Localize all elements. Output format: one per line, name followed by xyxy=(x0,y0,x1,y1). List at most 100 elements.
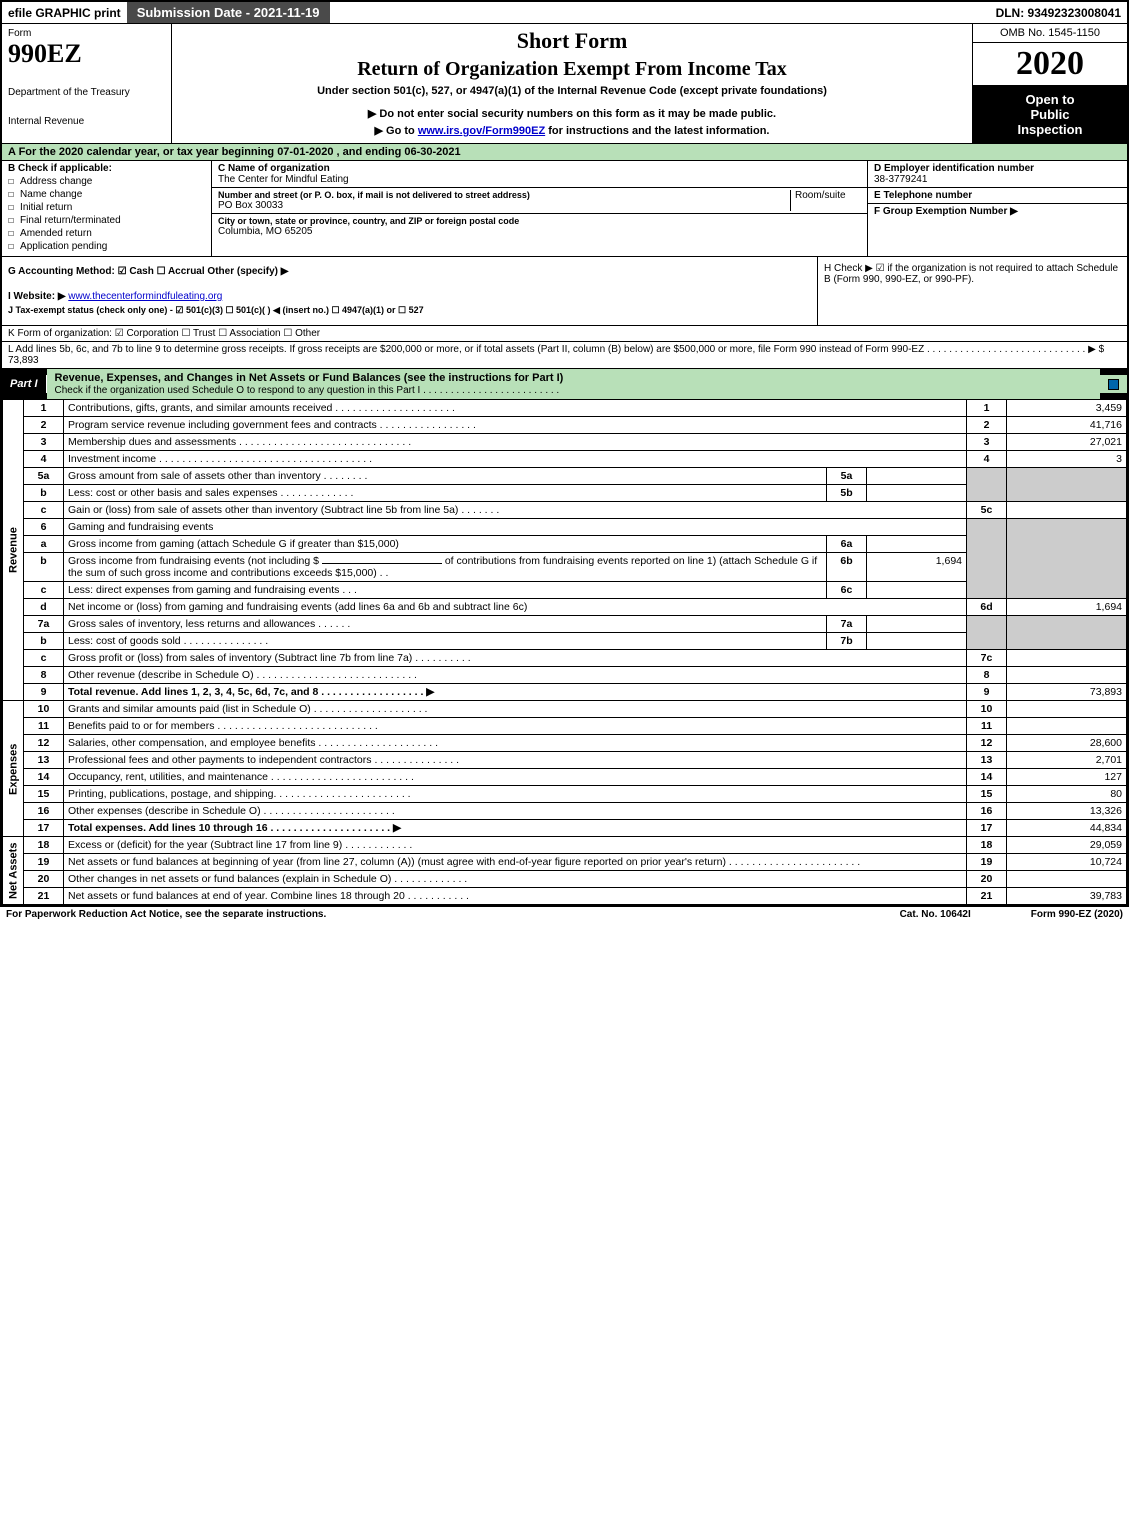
table-row: 7a Gross sales of inventory, less return… xyxy=(3,616,1127,633)
table-row: 15 Printing, publications, postage, and … xyxy=(3,786,1127,803)
checkbox-filled-icon xyxy=(1108,379,1119,390)
table-row: 13 Professional fees and other payments … xyxy=(3,752,1127,769)
address-row: Number and street (or P. O. box, if mail… xyxy=(212,188,867,214)
address-value: PO Box 30033 xyxy=(218,200,786,211)
table-row: a Gross income from gaming (attach Sched… xyxy=(3,536,1127,553)
table-row: b Less: cost or other basis and sales ex… xyxy=(3,485,1127,502)
section-g-left: G Accounting Method: ☑ Cash ☐ Accrual Ot… xyxy=(2,257,817,325)
inspection-line-2: Public xyxy=(977,107,1123,122)
part-1-title: Revenue, Expenses, and Changes in Net As… xyxy=(47,369,1100,399)
chk-application-pending[interactable]: ☐ Application pending xyxy=(8,241,205,252)
city-label: City or town, state or province, country… xyxy=(218,216,861,226)
revenue-side-label: Revenue xyxy=(3,400,24,701)
ssn-notice: ▶ Do not enter social security numbers o… xyxy=(178,107,966,120)
form-page: efile GRAPHIC print Submission Date - 20… xyxy=(0,0,1129,907)
table-row: Revenue 1 Contributions, gifts, grants, … xyxy=(3,400,1127,417)
line-label: 1 xyxy=(967,400,1007,417)
department-label-2: Internal Revenue xyxy=(8,116,165,127)
table-row: 21 Net assets or fund balances at end of… xyxy=(3,888,1127,905)
section-b: B Check if applicable: ☐ Address change … xyxy=(2,161,212,256)
form-header: Form 990EZ Department of the Treasury In… xyxy=(2,24,1127,144)
table-row: 14 Occupancy, rent, utilities, and maint… xyxy=(3,769,1127,786)
table-row: 16 Other expenses (describe in Schedule … xyxy=(3,803,1127,820)
table-row: 3 Membership dues and assessments . . . … xyxy=(3,434,1127,451)
section-k: K Form of organization: ☑ Corporation ☐ … xyxy=(2,326,1127,342)
form-number: 990EZ xyxy=(8,39,165,69)
table-row: 2 Program service revenue including gove… xyxy=(3,417,1127,434)
table-row: 9 Total revenue. Add lines 1, 2, 3, 4, 5… xyxy=(3,684,1127,701)
group-exemption-cell: F Group Exemption Number ▶ xyxy=(868,204,1127,256)
line-desc: Contributions, gifts, grants, and simila… xyxy=(64,400,967,417)
inspection-line-1: Open to xyxy=(977,92,1123,107)
website-line: I Website: ▶ www.thecenterformindfuleati… xyxy=(8,291,811,302)
tax-year: 2020 xyxy=(973,43,1127,85)
inspection-badge: Open to Public Inspection xyxy=(973,85,1127,143)
tax-exempt-status: J Tax-exempt status (check only one) - ☑… xyxy=(8,305,811,316)
table-row: Expenses 10 Grants and similar amounts p… xyxy=(3,701,1127,718)
ein-value: 38-3779241 xyxy=(874,174,1121,185)
table-row: 17 Total expenses. Add lines 10 through … xyxy=(3,820,1127,837)
table-row: 12 Salaries, other compensation, and emp… xyxy=(3,735,1127,752)
table-row: b Gross income from fundraising events (… xyxy=(3,553,1127,582)
website-link[interactable]: www.thecenterformindfuleating.org xyxy=(68,291,222,302)
table-row: 4 Investment income . . . . . . . . . . … xyxy=(3,451,1127,468)
inspection-line-3: Inspection xyxy=(977,122,1123,137)
section-l: L Add lines 5b, 6c, and 7b to line 9 to … xyxy=(2,342,1127,369)
table-row: 19 Net assets or fund balances at beginn… xyxy=(3,854,1127,871)
table-row: d Net income or (loss) from gaming and f… xyxy=(3,599,1127,616)
table-row: c Less: direct expenses from gaming and … xyxy=(3,582,1127,599)
short-form-title: Short Form xyxy=(178,28,966,54)
table-row: 8 Other revenue (describe in Schedule O)… xyxy=(3,667,1127,684)
efile-print-link[interactable]: efile GRAPHIC print xyxy=(2,3,127,23)
section-h: H Check ▶ ☑ if the organization is not r… xyxy=(817,257,1127,325)
irs-link[interactable]: www.irs.gov/Form990EZ xyxy=(418,125,545,137)
line-value: 3,459 xyxy=(1007,400,1127,417)
part-1-header: Part I Revenue, Expenses, and Changes in… xyxy=(2,369,1127,399)
ein-label: D Employer identification number xyxy=(874,163,1121,174)
phone-label: E Telephone number xyxy=(874,190,1121,201)
form-label: Form xyxy=(8,28,165,39)
chk-final-return[interactable]: ☐ Final return/terminated xyxy=(8,215,205,226)
org-name-value: The Center for Mindful Eating xyxy=(218,174,861,185)
part-1-table: Revenue 1 Contributions, gifts, grants, … xyxy=(2,399,1127,905)
table-row: c Gain or (loss) from sale of assets oth… xyxy=(3,502,1127,519)
section-l-text: L Add lines 5b, 6c, and 7b to line 9 to … xyxy=(8,344,1104,355)
part-1-label: Part I xyxy=(2,375,47,393)
city-value: Columbia, MO 65205 xyxy=(218,226,861,237)
chk-name-change[interactable]: ☐ Name change xyxy=(8,189,205,200)
goto-prefix: ▶ Go to xyxy=(375,125,418,137)
ein-cell: D Employer identification number 38-3779… xyxy=(868,161,1127,188)
header-left: Form 990EZ Department of the Treasury In… xyxy=(2,24,172,143)
section-b-title: B Check if applicable: xyxy=(8,163,205,174)
table-row: 5a Gross amount from sale of assets othe… xyxy=(3,468,1127,485)
return-title: Return of Organization Exempt From Incom… xyxy=(178,58,966,81)
org-name-label: C Name of organization xyxy=(218,163,861,174)
goto-line: ▶ Go to www.irs.gov/Form990EZ for instru… xyxy=(178,124,966,137)
section-c: C Name of organization The Center for Mi… xyxy=(212,161,867,256)
line-num: 1 xyxy=(24,400,64,417)
section-d-e-f: D Employer identification number 38-3779… xyxy=(867,161,1127,256)
accounting-method: G Accounting Method: ☑ Cash ☐ Accrual Ot… xyxy=(8,266,811,277)
page-footer: For Paperwork Reduction Act Notice, see … xyxy=(0,907,1129,922)
chk-address-change[interactable]: ☐ Address change xyxy=(8,176,205,187)
goto-suffix: for instructions and the latest informat… xyxy=(548,125,769,137)
city-cell: City or town, state or province, country… xyxy=(212,214,867,239)
schedule-b-check: H Check ▶ ☑ if the organization is not r… xyxy=(824,263,1121,285)
header-right: OMB No. 1545-1150 2020 Open to Public In… xyxy=(972,24,1127,143)
address-label: Number and street (or P. O. box, if mail… xyxy=(218,190,786,200)
table-row: 11 Benefits paid to or for members . . .… xyxy=(3,718,1127,735)
table-row: b Less: cost of goods sold . . . . . . .… xyxy=(3,633,1127,650)
top-bar: efile GRAPHIC print Submission Date - 20… xyxy=(2,2,1127,24)
chk-amended-return[interactable]: ☐ Amended return xyxy=(8,228,205,239)
section-l-value: 73,893 xyxy=(8,355,39,366)
tax-year-row: A For the 2020 calendar year, or tax yea… xyxy=(2,144,1127,161)
org-name-cell: C Name of organization The Center for Mi… xyxy=(212,161,867,188)
omb-number: OMB No. 1545-1150 xyxy=(973,24,1127,43)
chk-initial-return[interactable]: ☐ Initial return xyxy=(8,202,205,213)
part-1-schedule-o-check[interactable] xyxy=(1100,375,1127,393)
under-section: Under section 501(c), 527, or 4947(a)(1)… xyxy=(178,85,966,97)
department-label-1: Department of the Treasury xyxy=(8,87,165,98)
submission-date-badge: Submission Date - 2021-11-19 xyxy=(127,2,330,23)
table-row: 20 Other changes in net assets or fund b… xyxy=(3,871,1127,888)
table-row: c Gross profit or (loss) from sales of i… xyxy=(3,650,1127,667)
